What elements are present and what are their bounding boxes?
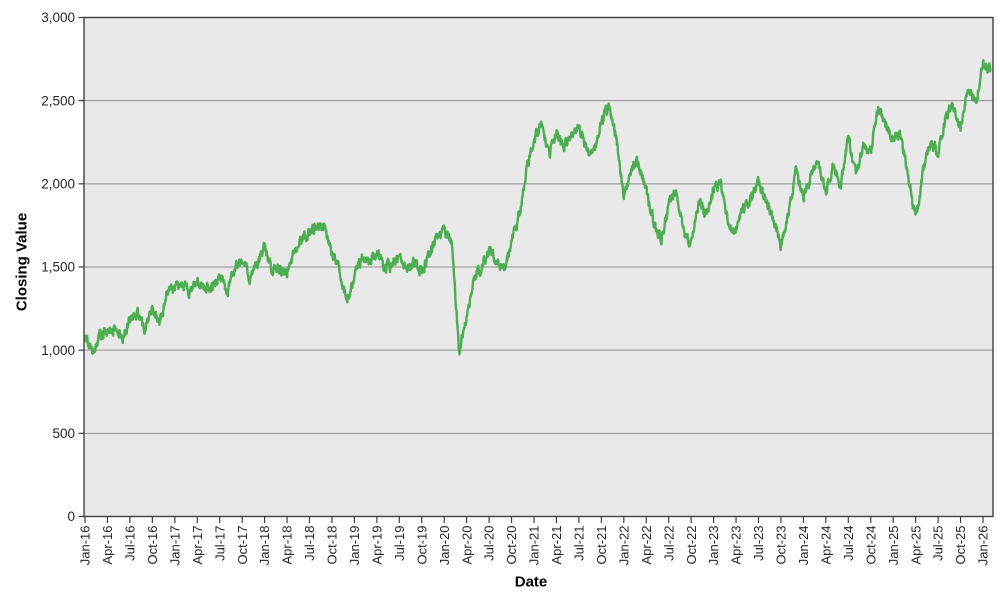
x-axis-title: Date <box>514 573 548 591</box>
series-closing-value <box>84 58 992 356</box>
x-tick-label: Jan-21 <box>527 526 542 566</box>
x-tick-label: Jul-16 <box>123 526 138 561</box>
x-tick-label: Jan-18 <box>257 526 272 566</box>
x-tick-label: Jan-16 <box>78 526 93 566</box>
x-tick-label: Jul-24 <box>841 526 856 561</box>
y-tick-label: 0 <box>67 509 75 524</box>
x-tick-label: Jul-25 <box>931 526 946 561</box>
x-tick-label: Apr-17 <box>190 526 205 565</box>
x-tick-label: Apr-19 <box>369 526 384 565</box>
y-axis-title: Closing Value <box>13 212 31 312</box>
x-tick-marks <box>84 516 984 523</box>
x-tick-label: Jan-20 <box>437 526 452 566</box>
x-tick-labels: Jan-16 Apr-16 Jul-16 Oct-16 Jan-17 Apr-17 Jul-… <box>78 526 991 566</box>
x-tick-label: Jul-23 <box>751 526 766 561</box>
x-tick-label: Jul-22 <box>661 526 676 561</box>
x-tick-label: Oct-20 <box>504 526 519 565</box>
x-tick-label: Apr-21 <box>549 526 564 565</box>
y-tick-marks <box>78 16 84 518</box>
x-tick-label: Jul-20 <box>482 526 497 561</box>
x-tick-label: Oct-16 <box>145 526 160 565</box>
x-tick-label: Apr-20 <box>459 526 474 565</box>
y-tick-labels: 0 500 1,000 1,500 2,000 2,500 3,000 <box>41 10 75 524</box>
x-tick-label: Jan-22 <box>616 526 631 566</box>
x-tick-label: Apr-24 <box>818 526 833 565</box>
x-tick-label: Jan-24 <box>796 526 811 566</box>
x-tick-label: Jul-19 <box>392 526 407 561</box>
x-tick-label: Oct-21 <box>594 526 609 565</box>
y-tick-label: 2,500 <box>41 93 75 108</box>
x-tick-label: Jan-23 <box>706 526 721 566</box>
x-tick-label: Jan-25 <box>886 526 901 566</box>
x-tick-label: Oct-17 <box>235 526 250 565</box>
x-tick-label: Jul-17 <box>212 526 227 561</box>
closing-value-line <box>84 58 992 356</box>
x-tick-label: Jan-17 <box>167 526 182 566</box>
x-tick-label: Oct-22 <box>684 526 699 565</box>
x-tick-label: Jan-26 <box>976 526 991 566</box>
x-tick-label: Oct-18 <box>325 526 340 565</box>
x-tick-label: Apr-23 <box>729 526 744 565</box>
y-tick-label: 1,500 <box>41 260 75 275</box>
y-tick-label: 2,000 <box>41 176 75 191</box>
x-tick-label: Apr-18 <box>280 526 295 565</box>
x-tick-label: Oct-23 <box>774 526 789 565</box>
x-tick-label: Jul-21 <box>572 526 587 561</box>
x-tick-label: Oct-25 <box>953 526 968 565</box>
x-tick-label: Jan-19 <box>347 526 362 566</box>
x-tick-label: Jul-18 <box>302 526 317 561</box>
x-tick-label: Oct-19 <box>414 526 429 565</box>
x-tick-label: Apr-16 <box>100 526 115 565</box>
y-tick-label: 1,000 <box>41 343 75 358</box>
x-tick-label: Apr-25 <box>908 526 923 565</box>
y-tick-label: 3,000 <box>41 10 75 25</box>
x-tick-label: Oct-24 <box>863 526 878 565</box>
x-tick-label: Apr-22 <box>639 526 654 565</box>
y-tick-label: 500 <box>52 426 75 441</box>
